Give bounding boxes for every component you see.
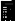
Text: R: R (10, 0, 15, 14)
Text: A: A (6, 5, 15, 21)
Text: R: R (9, 2, 15, 21)
Text: R: R (9, 0, 15, 16)
Text: R: R (10, 1, 15, 19)
Text: R  VO₂(R)+TiO₂（金红石）: R VO₂(R)+TiO₂（金红石） (13, 0, 15, 13)
Text: R: R (4, 5, 15, 21)
Text: R: R (8, 0, 15, 13)
FancyBboxPatch shape (3, 3, 13, 6)
Text: A  TiO₂（锐钓矿）: A TiO₂（锐钓矿） (13, 0, 15, 12)
Text: A: A (11, 0, 15, 18)
